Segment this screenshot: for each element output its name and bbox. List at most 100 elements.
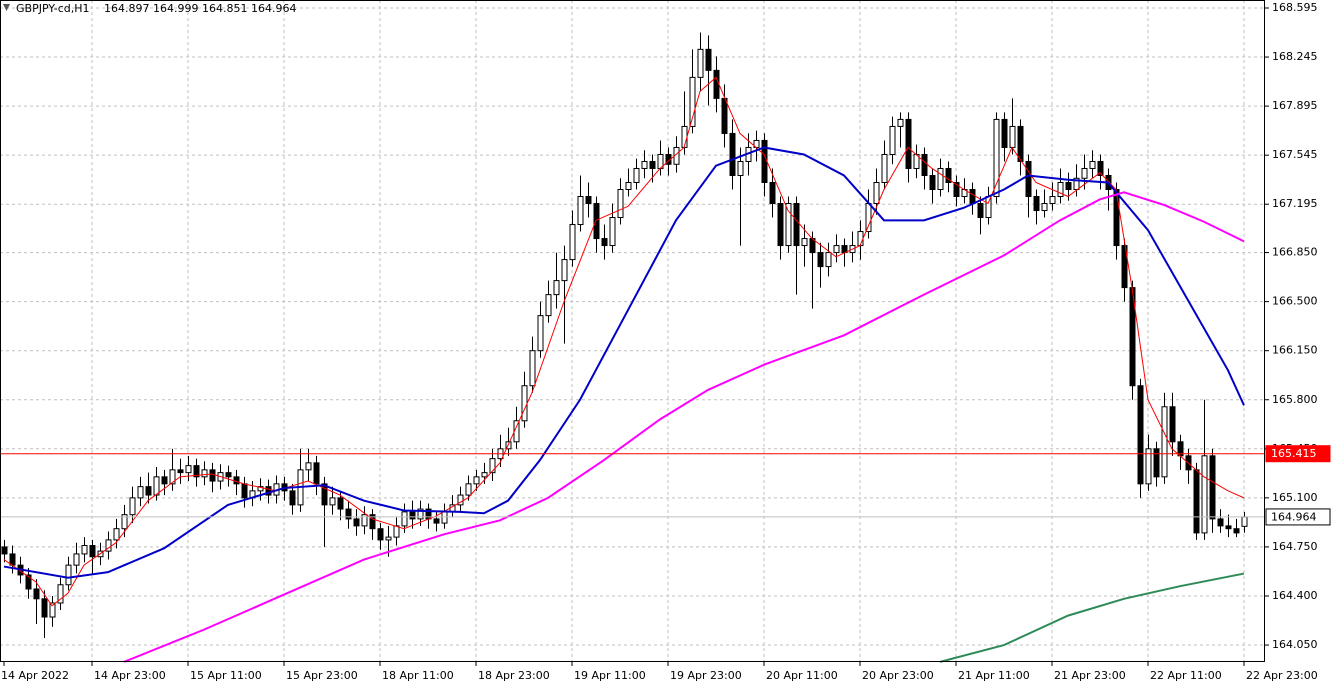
candle-body	[1025, 160, 1032, 198]
candle-body	[25, 574, 32, 590]
candle-body	[1169, 406, 1176, 443]
candle-body	[169, 469, 176, 485]
candle-body	[49, 602, 56, 618]
candle-body	[817, 252, 824, 268]
candle-body	[401, 511, 408, 527]
candle-body	[1193, 469, 1200, 534]
candle-body	[153, 476, 160, 496]
candle-body	[777, 203, 784, 247]
symbol: GBPJPY-cd,H1	[16, 2, 90, 15]
open-value: 164.897	[104, 2, 150, 15]
candle-body	[353, 518, 360, 527]
candle-body	[1041, 203, 1048, 212]
y-tick-label: 164.400	[1272, 589, 1318, 602]
candle-body	[929, 174, 936, 191]
candle-body	[945, 167, 952, 183]
candle-body	[873, 181, 880, 205]
candle-body	[1081, 167, 1088, 179]
candle-body	[225, 472, 232, 478]
symbol-icon	[3, 4, 10, 11]
candle-body	[793, 203, 800, 247]
candle-body	[481, 472, 488, 478]
candle-body	[1113, 189, 1120, 247]
candle-body	[969, 189, 976, 205]
candle-body	[953, 181, 960, 198]
candle-body	[545, 294, 552, 317]
candle-body	[641, 160, 648, 169]
candle-body	[585, 196, 592, 205]
y-tick-label: 164.050	[1272, 638, 1318, 651]
candle-body	[1153, 448, 1160, 478]
candle-body	[265, 486, 272, 496]
candle-body	[89, 545, 96, 558]
candle-body	[713, 69, 720, 99]
candle-body	[241, 483, 248, 499]
candle-body	[465, 483, 472, 496]
candle-body	[697, 48, 704, 78]
candle-body	[1097, 160, 1104, 176]
candle-body	[137, 486, 144, 499]
candle-body	[57, 584, 64, 604]
candle-body	[305, 462, 312, 471]
candle-body	[193, 465, 200, 478]
candle-body	[409, 511, 416, 520]
moving-average-line	[3, 76, 1245, 607]
y-tick-label: 167.545	[1272, 148, 1318, 161]
candle-body	[321, 483, 328, 506]
candle-body	[937, 167, 944, 191]
low-value: 164.851	[202, 2, 248, 15]
moving-average-line	[939, 572, 1245, 663]
candle-body	[1057, 181, 1064, 198]
x-tick-label: 19 Apr 11:00	[574, 669, 646, 682]
y-tick-label: 167.895	[1272, 99, 1318, 112]
candle-body	[609, 217, 616, 247]
candle-body	[993, 118, 1000, 198]
candle-body	[73, 553, 80, 566]
candle-body	[121, 514, 128, 530]
candle-body	[377, 528, 384, 541]
candle-body	[441, 511, 448, 524]
candle-body	[1233, 528, 1240, 534]
y-tick-label: 167.195	[1272, 197, 1318, 210]
candle-body	[1209, 455, 1216, 520]
candle-body	[921, 153, 928, 176]
candle-body	[289, 490, 296, 506]
candle-body	[105, 539, 112, 552]
candle-body	[41, 598, 48, 618]
candle-body	[529, 350, 536, 387]
candle-body	[161, 476, 168, 485]
y-tick-label: 168.245	[1272, 50, 1318, 63]
candle-body	[649, 160, 656, 169]
candle-body	[1145, 448, 1152, 485]
high-value: 164.999	[153, 2, 199, 15]
candle-body	[393, 525, 400, 538]
x-tick-label: 20 Apr 11:00	[766, 669, 838, 682]
x-tick-label: 20 Apr 23:00	[862, 669, 934, 682]
candle-body	[801, 238, 808, 247]
candle-body	[1225, 525, 1232, 530]
price-label-box	[1265, 445, 1331, 463]
candle-body	[65, 564, 72, 586]
candle-body	[569, 224, 576, 261]
candle-body	[1065, 181, 1072, 191]
candle-body	[1121, 245, 1128, 289]
candle-body	[905, 118, 912, 169]
y-tick-label: 166.150	[1272, 344, 1318, 357]
x-tick-label: 15 Apr 11:00	[190, 669, 262, 682]
x-tick-label: 15 Apr 23:00	[286, 669, 358, 682]
candle-body	[361, 514, 368, 527]
price-label: 164.964	[1271, 510, 1317, 523]
candle-body	[457, 494, 464, 506]
candle-body	[177, 469, 184, 474]
candle-body	[209, 469, 216, 482]
price-label-box	[1265, 508, 1331, 526]
candle-body	[129, 497, 136, 516]
candle-body	[553, 280, 560, 296]
x-tick-label: 21 Apr 23:00	[1054, 669, 1126, 682]
candle-body	[601, 238, 608, 247]
candle-body	[1161, 406, 1168, 478]
candle-body	[769, 181, 776, 205]
moving-average-line	[3, 146, 1245, 579]
